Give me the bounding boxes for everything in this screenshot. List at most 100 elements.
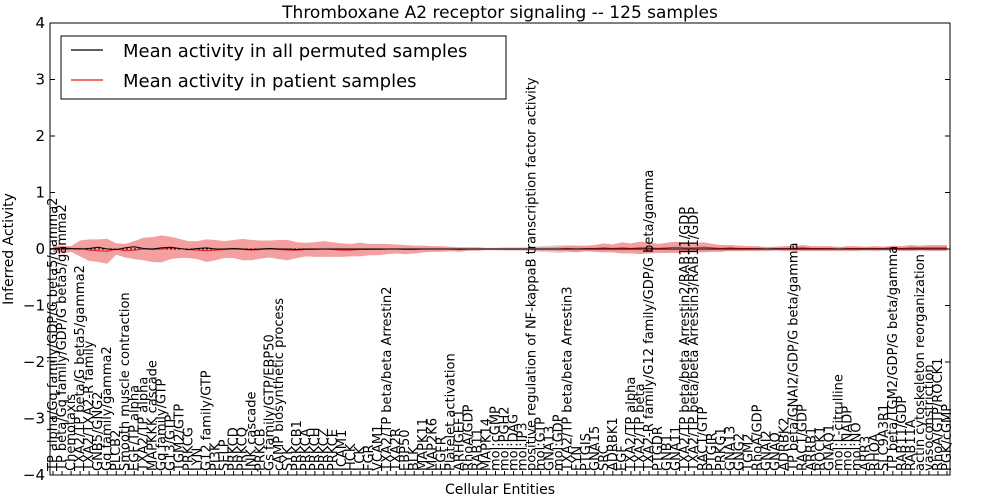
- entity-label: mol:GTP: [534, 417, 549, 471]
- entity-label: TGM2/GTP: [172, 404, 187, 472]
- entity-label: RhoA/GDP: [461, 404, 476, 471]
- entity-label: MAPKKK cascade: [145, 360, 160, 471]
- y-axis-label: Inferred Activity: [1, 193, 17, 305]
- entity-label: PRKCA: [299, 428, 314, 471]
- entity-label: HCK: [344, 443, 359, 471]
- legend-box: [60, 35, 507, 100]
- entity-label: ARRB1: [805, 427, 820, 471]
- entity-label: GNG2: [732, 433, 747, 471]
- entity-label: RAC1/GTP: [696, 407, 711, 471]
- entity-label: GNB5/GNG2: [91, 391, 106, 471]
- entity-label: SLC9A3R1: [877, 404, 892, 471]
- entity-label: BLK: [407, 446, 422, 471]
- entity-label: FYN: [570, 446, 585, 471]
- entity-label: EGF: [615, 445, 630, 471]
- entity-label: TXA2R: [389, 428, 404, 472]
- entity-label: VCAM1: [371, 425, 386, 471]
- entity-label: GNA13: [723, 426, 738, 471]
- series-lines: [50, 246, 950, 252]
- entity-label: PRKCB: [254, 428, 269, 471]
- entity-label: mol:IP3: [516, 422, 531, 471]
- entity-label: GNA11: [669, 426, 684, 471]
- legend: Mean activity in all permuted samples Me…: [60, 35, 507, 100]
- entity-label: TXA2/TP beta/beta Arrestin3: [561, 286, 576, 472]
- entity-label: RAB11: [470, 428, 485, 471]
- entity-label: G12 family/GTP: [200, 370, 215, 471]
- entity-label: ICAM1: [335, 430, 350, 471]
- entity-label: ROCK1: [814, 426, 829, 471]
- entity-label: mol:DAG: [507, 414, 522, 471]
- entity-label: RhoA/GDP: [750, 404, 765, 471]
- entity-label: TXA2/TP beta/beta Arrestin3/RAB11/GDP: [687, 207, 702, 472]
- y-tick-label: −2: [23, 353, 45, 371]
- entity-label: GNA15: [588, 426, 603, 471]
- entity-label: Chemotaxis: [64, 394, 79, 471]
- x-axis-label: Cellular Entities: [445, 482, 555, 498]
- entity-label: SYK: [281, 446, 296, 471]
- x-axis-ticks: [52, 471, 948, 475]
- entity-label: mol:NADP: [841, 406, 856, 471]
- entity-label: PTGIS: [579, 433, 594, 471]
- y-tick-label: −4: [23, 466, 45, 484]
- y-tick-label: 2: [35, 127, 45, 145]
- entity-label: GNAI2: [759, 430, 774, 471]
- plot-area: 4 3 2 1 0 −1 −2 −3 −4 TP alpha/Gq family/GDP/G b…: [23, 14, 955, 484]
- entity-label: EGFR: [434, 436, 449, 471]
- legend-label-permuted: Mean activity in all permuted samples: [123, 41, 467, 62]
- permuted-mean-line: [52, 246, 947, 251]
- entity-label: PRKCQ: [236, 427, 251, 471]
- entity-label: TXA2/TP beta: [633, 383, 648, 472]
- y-tick-label: 4: [35, 14, 45, 32]
- entity-label: MAP2K6: [425, 418, 440, 471]
- entity-label: JNK cascade: [245, 392, 260, 472]
- entity-label: GNA13: [543, 426, 558, 471]
- entity-label: mol:L-citrulline: [832, 374, 847, 471]
- entity-label: Gs family/GTP/EBP50: [263, 334, 278, 471]
- entity-label: Gq family/gamma2: [100, 346, 115, 471]
- entity-label: MAPK11: [416, 418, 431, 471]
- entity-label: GNAQ: [768, 432, 783, 471]
- entity-label: PRKCG: [181, 427, 196, 471]
- entity-label: PRKCE: [326, 429, 341, 471]
- entity-label: ARR3: [859, 436, 874, 471]
- entity-label: ADRBK2: [777, 417, 792, 471]
- legend-label-patient: Mean activity in patient samples: [123, 71, 417, 92]
- entity-label: vasoconstriction: [922, 364, 937, 471]
- entity-label: PRKG1: [714, 427, 729, 471]
- entity-label: TXA2-R family/G12 family/GDP/G beta/gamm…: [642, 170, 657, 472]
- entity-label: TXA2/TP alpha: [624, 377, 639, 472]
- entity-label: PI3K: [209, 442, 224, 471]
- entity-label: Platelet activation: [443, 353, 458, 471]
- entity-label: FGR: [362, 444, 377, 471]
- entity-label: PGK/cGMP: [940, 404, 955, 471]
- entity-label: LYN: [190, 448, 205, 471]
- y-tick-label: 1: [35, 184, 45, 202]
- y-tick-label: −1: [23, 297, 45, 315]
- entity-label: TXA2/TP alpha: [136, 377, 151, 472]
- entity-label: TXA2/TP beta/G beta5/gamma2: [73, 265, 88, 472]
- entity-label: PRKCD: [227, 427, 242, 471]
- entity-label: SELP: [218, 439, 233, 471]
- entity-label: RAC1/GDP: [796, 404, 811, 471]
- entity-label: MAPK14: [479, 418, 494, 471]
- entity-label: Gq family/GTP: [154, 378, 169, 471]
- entity-label: actin cytoskeleton reorganization: [913, 254, 928, 471]
- entity-label: PRKCB1: [290, 420, 305, 471]
- entity-label: G13/GTP: [163, 414, 178, 471]
- entity-label: PRKCZ: [317, 428, 332, 471]
- entity-label: GNAQ1: [823, 424, 838, 471]
- y-tick-label: 0: [35, 240, 45, 258]
- entity-label: ARHGEF1: [452, 409, 467, 471]
- chart-title: Thromboxane A2 receptor signaling -- 125…: [281, 3, 718, 23]
- patient-band: [53, 235, 947, 264]
- entity-labels: TP alpha/Gq family/GDP/G beta5/gamma2TP …: [46, 77, 955, 472]
- entity-label: mol:PGH2: [498, 406, 513, 471]
- entity-label: positive regulation of NF-kappaB transcr…: [525, 77, 540, 471]
- entity-label: mol:GDP: [552, 414, 567, 471]
- entity-label: RhoA/GTP/ROCK1: [931, 358, 946, 471]
- entity-label: PTGIR: [705, 432, 720, 471]
- y-axis-ticks: 4 3 2 1 0 −1 −2 −3 −4: [23, 14, 950, 484]
- entity-label: PRKCH: [308, 427, 323, 471]
- y-tick-label: 3: [35, 71, 45, 89]
